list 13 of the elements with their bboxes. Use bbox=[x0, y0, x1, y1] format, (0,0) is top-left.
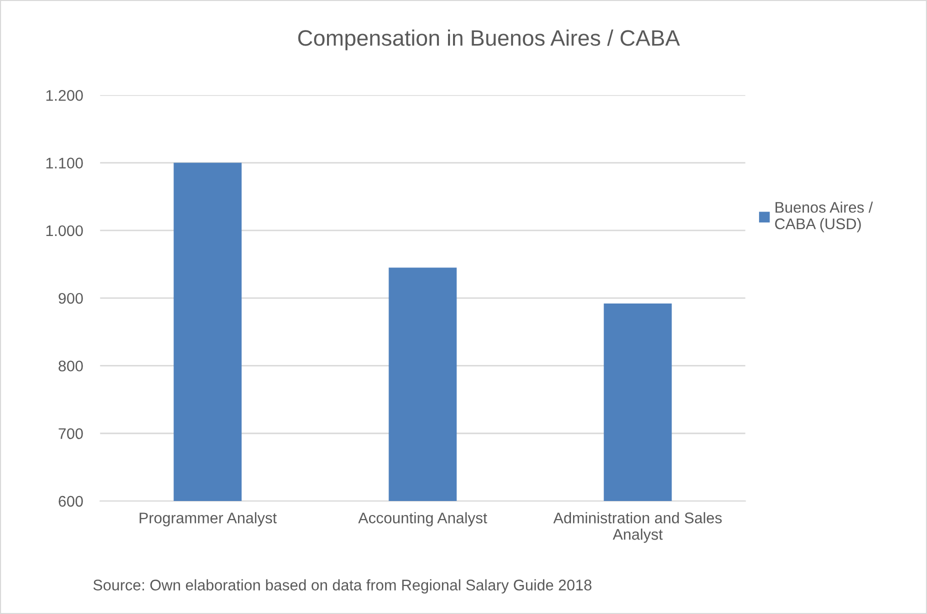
y-tick-label: 800 bbox=[58, 360, 83, 372]
y-tick-label: 1.000 bbox=[46, 225, 83, 236]
y-tick-label: 600 bbox=[58, 496, 83, 507]
x-tick-label: Accounting Analyst bbox=[358, 512, 488, 526]
y-tick-label: 1.100 bbox=[46, 158, 83, 168]
x-tick-label: Programmer Analyst bbox=[140, 512, 277, 526]
x-tick-label: Administration and Sales Analyst bbox=[553, 512, 722, 543]
legend-label: Buenos Aires / CABA (USD) bbox=[775, 202, 873, 232]
source-note: Source: Own elaboration based on data from Regional Salary Guide 2018 bbox=[93, 579, 592, 594]
y-tick-label: 700 bbox=[58, 428, 83, 440]
y-tick-label: 900 bbox=[58, 292, 83, 304]
chart-title: Compensation in Buenos Aires / CABA bbox=[298, 30, 680, 50]
y-tick-label: 1.200 bbox=[46, 90, 83, 101]
